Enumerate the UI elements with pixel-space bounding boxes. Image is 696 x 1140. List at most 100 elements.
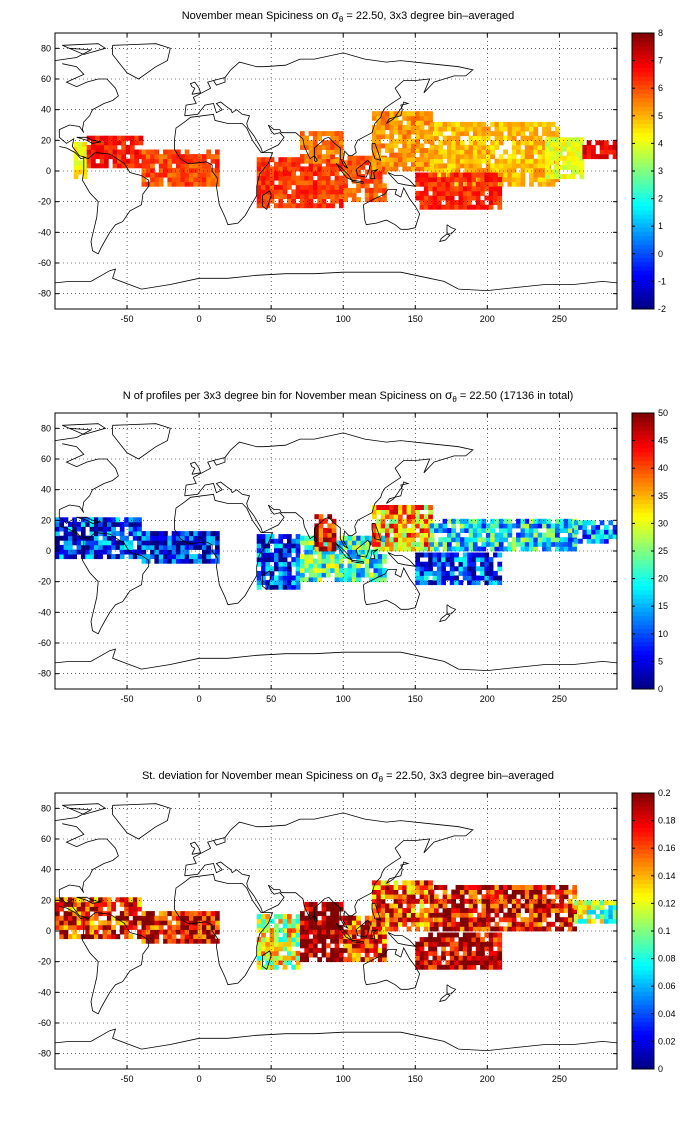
data-cell xyxy=(331,541,337,547)
data-cell xyxy=(55,924,60,930)
data-cell xyxy=(334,144,340,150)
data-cell xyxy=(377,567,383,573)
data-cell xyxy=(419,903,425,909)
colorbar-segment xyxy=(632,300,654,306)
data-cell xyxy=(516,926,521,932)
data-cell xyxy=(477,158,482,164)
data-cell xyxy=(330,567,335,573)
data-cell xyxy=(330,957,335,963)
data-cell xyxy=(389,143,395,149)
data-cell xyxy=(145,163,151,169)
data-cell xyxy=(93,906,99,912)
data-cell xyxy=(468,541,474,547)
data-cell xyxy=(76,915,82,921)
data-cell xyxy=(372,115,377,121)
data-cell xyxy=(458,190,464,196)
grid-lines xyxy=(55,413,617,689)
data-cell xyxy=(55,915,60,921)
coastline xyxy=(54,1028,618,1052)
data-cell xyxy=(459,546,465,552)
data-cell xyxy=(434,154,439,160)
data-cell xyxy=(410,161,416,167)
colorbar-segment xyxy=(632,179,654,185)
data-cell xyxy=(265,184,271,190)
data-cell xyxy=(385,912,390,918)
data-cell xyxy=(599,154,605,160)
data-cell xyxy=(520,921,526,927)
data-cell xyxy=(137,906,142,912)
data-cell xyxy=(579,164,585,170)
data-cell xyxy=(488,186,494,192)
data-cell xyxy=(318,546,324,552)
data-cell xyxy=(575,146,580,152)
data-cell xyxy=(163,929,168,935)
data-cell xyxy=(415,505,421,510)
data-cell xyxy=(98,554,103,560)
data-cell xyxy=(128,934,134,940)
data-cell xyxy=(189,924,194,930)
data-cell xyxy=(471,570,477,576)
data-cell xyxy=(300,166,305,172)
data-cell xyxy=(278,171,284,176)
data-cell xyxy=(441,932,446,938)
data-cell xyxy=(428,518,433,524)
data-cell xyxy=(503,135,508,141)
data-cell xyxy=(68,906,73,912)
data-cell xyxy=(493,177,498,183)
data-cell xyxy=(295,180,301,186)
data-cell xyxy=(356,952,361,958)
data-cell xyxy=(475,195,481,201)
data-cell xyxy=(382,938,387,944)
data-cell xyxy=(102,934,108,940)
data-cell xyxy=(493,937,498,943)
data-cell xyxy=(321,158,327,164)
data-cell xyxy=(129,144,135,150)
data-cell xyxy=(343,544,348,550)
data-cell xyxy=(154,920,160,926)
data-cell xyxy=(494,140,500,146)
data-cell xyxy=(398,532,403,538)
data-cell xyxy=(295,534,301,540)
data-cell xyxy=(295,566,301,572)
data-cell xyxy=(72,929,78,935)
data-cell xyxy=(570,174,576,180)
data-cell xyxy=(321,563,327,569)
data-cell xyxy=(449,172,455,178)
data-cell xyxy=(91,158,96,164)
data-cell xyxy=(423,195,429,201)
colorbar-segment xyxy=(632,265,654,271)
coastline xyxy=(387,552,417,567)
data-cell xyxy=(351,540,357,546)
data-cell xyxy=(343,160,348,166)
data-cell xyxy=(604,538,609,544)
data-cell xyxy=(163,167,168,173)
colorbar-segment xyxy=(632,37,654,43)
data-cell xyxy=(485,154,491,160)
coastline xyxy=(355,919,372,938)
data-cell xyxy=(445,552,451,558)
data-cell xyxy=(488,204,494,210)
data-cell xyxy=(63,549,69,555)
data-cell xyxy=(582,909,588,915)
data-cell xyxy=(171,181,177,187)
data-cell xyxy=(282,166,288,172)
data-cell xyxy=(436,960,442,966)
colorbar-segment xyxy=(632,270,654,275)
data-cell xyxy=(210,915,216,921)
y-tick-label: 80 xyxy=(41,803,51,813)
data-cell xyxy=(488,946,494,952)
data-cell xyxy=(468,917,474,923)
data-cell xyxy=(537,537,543,543)
data-cell xyxy=(189,181,194,187)
data-cell xyxy=(484,570,490,576)
data-cell xyxy=(485,158,491,164)
data-cell xyxy=(63,526,69,532)
data-cell xyxy=(372,148,377,153)
data-cell xyxy=(516,131,521,137)
data-cell xyxy=(537,140,543,146)
data-cell xyxy=(347,549,353,555)
data-cell xyxy=(141,554,147,560)
data-cell xyxy=(402,161,408,167)
data-cell xyxy=(451,144,457,150)
data-cell xyxy=(520,158,526,164)
